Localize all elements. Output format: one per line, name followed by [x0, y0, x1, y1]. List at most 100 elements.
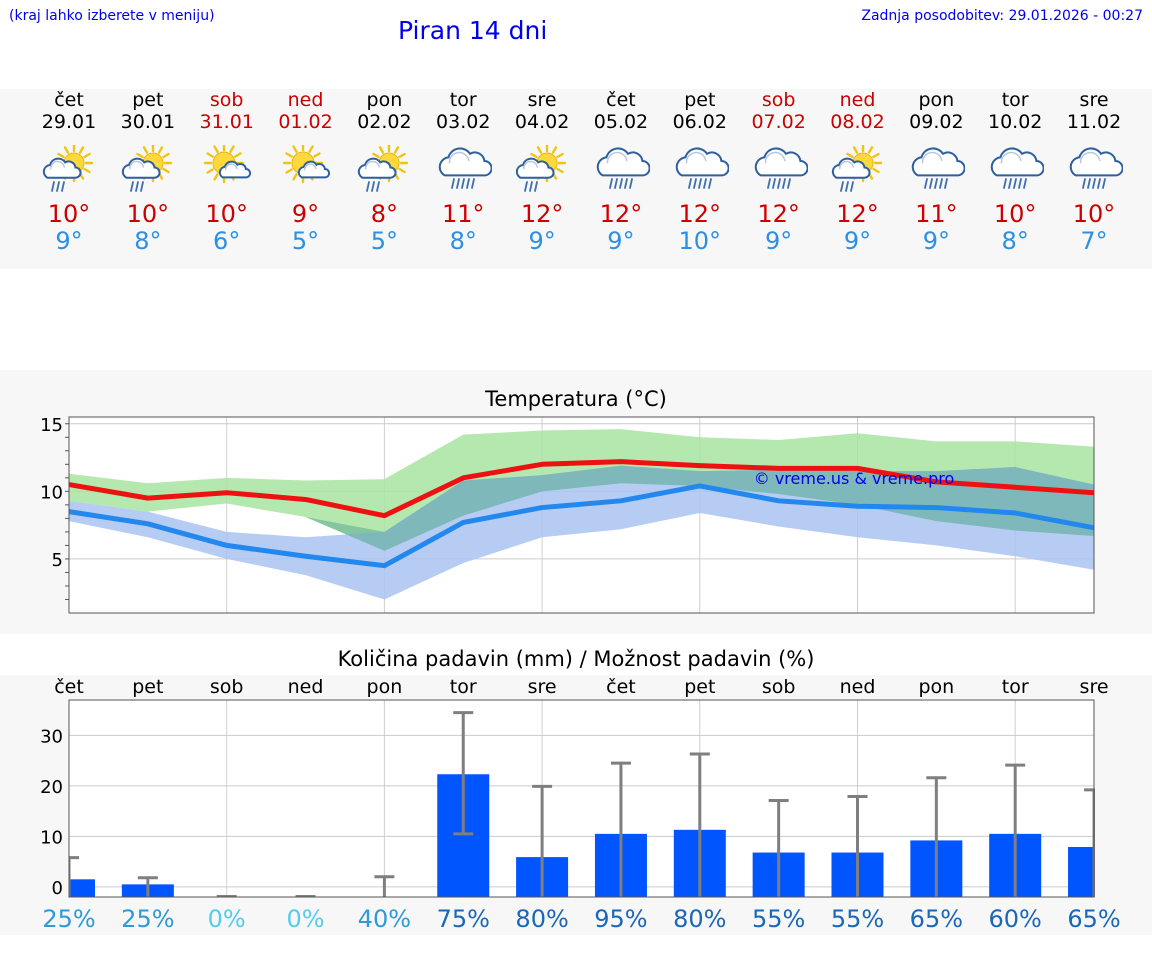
max-temperature: 10° [205, 200, 248, 228]
y-tick-label: 10 [40, 482, 63, 503]
y-tick-label: 10 [40, 827, 63, 848]
precipitation-bar [69, 879, 95, 897]
sun-cloud-icon [282, 145, 330, 184]
cloud-rain-icon [596, 147, 650, 189]
precipitation-probability: 55% [831, 905, 884, 933]
error-bar [1005, 763, 1026, 897]
y-tick-label: 5 [52, 550, 63, 571]
min-temperature: 9° [765, 227, 793, 255]
error-bar [374, 875, 395, 897]
x-category-label: sob [210, 676, 244, 698]
max-temperature: 10° [1072, 200, 1116, 228]
min-temperature: 8° [1001, 227, 1029, 255]
precipitation-probability: 80% [673, 905, 726, 933]
forecast-day: tor 03.02 11° 8° [423, 89, 503, 255]
day-name: pon [918, 89, 955, 111]
min-temperature: 5° [370, 227, 399, 255]
error-bar [610, 761, 631, 897]
day-name: čet [54, 89, 84, 111]
day-date: 01.02 [278, 111, 333, 133]
day-name: pon [366, 89, 403, 111]
max-temperature-line [68, 459, 1095, 519]
min-temperature: 5° [291, 227, 320, 255]
day-name: sre [1079, 89, 1109, 111]
sun-cloud-rain-icon [831, 145, 882, 192]
precipitation-chart-title: Količina padavin (mm) / Možnost padavin … [337, 647, 815, 671]
forecast-day: sre 04.02 12° 9° [502, 89, 582, 255]
x-category-label: sre [1080, 676, 1109, 698]
cloud-rain-icon [912, 147, 966, 189]
max-temperature: 12° [836, 200, 879, 228]
plot-frame [68, 416, 1095, 614]
forecast-day: čet 29.01 10° 9° [29, 89, 109, 255]
forecast-day: sob 31.01 10° 6° [187, 89, 267, 255]
min-temperature: 10° [678, 227, 722, 255]
min-temperature: 9° [528, 227, 556, 255]
sun-cloud-rain-icon [121, 145, 173, 192]
max-temperature: 10° [47, 200, 91, 228]
forecast-day: pon 02.02 8° 5° [344, 89, 424, 255]
x-category-label: tor [1002, 676, 1029, 698]
day-name: sob [761, 89, 796, 111]
sun-cloud-rain-icon [515, 145, 567, 192]
min-temperature: 9° [843, 227, 872, 255]
x-category-label: tor [450, 676, 477, 698]
precipitation-probability: 60% [989, 905, 1042, 933]
sun-cloud-rain-icon [42, 145, 94, 192]
day-date: 03.02 [436, 111, 491, 133]
forecast-strip-background [0, 89, 1152, 269]
precipitation-bar [1068, 846, 1095, 897]
x-category-label: čet [54, 676, 84, 698]
precipitation-probability: 25% [121, 905, 174, 933]
day-name: sre [527, 89, 557, 111]
day-date: 29.01 [41, 111, 97, 133]
error-bar [689, 752, 710, 897]
day-date: 02.02 [357, 111, 412, 133]
band-overlap [69, 465, 1095, 551]
forecast-day: sre 11.02 10° 7° [1054, 89, 1134, 255]
min-temperature: 9° [55, 227, 83, 255]
x-category-label: sob [762, 676, 796, 698]
max-temperature: 10° [126, 200, 170, 228]
cloud-rain-icon [754, 147, 808, 189]
max-temperature: 12° [520, 200, 564, 228]
x-category-label: čet [606, 676, 636, 698]
temperature-chart-title: Temperatura (°C) [485, 387, 667, 411]
y-tick-label: 20 [40, 777, 63, 798]
min-temperature: 6° [213, 227, 241, 255]
max-temperature: 10° [993, 200, 1037, 228]
y-tick-label: 15 [40, 415, 63, 436]
plot-frame [68, 699, 1095, 898]
x-category-label: ned [288, 676, 324, 698]
min-temperature: 8° [134, 227, 162, 255]
error-bar [926, 776, 947, 897]
day-date: 31.01 [199, 111, 254, 133]
min-temperature-line [68, 483, 1095, 569]
day-name: ned [287, 89, 324, 111]
day-date: 07.02 [751, 111, 806, 133]
min-temperature: 9° [922, 227, 950, 255]
error-bar [453, 711, 474, 836]
min-temperature: 7° [1080, 227, 1108, 255]
max-temperature: 12° [678, 200, 722, 228]
day-name: pet [132, 89, 164, 111]
min-temperature: 9° [607, 227, 635, 255]
forecast-day: pet 06.02 12° 10° [660, 89, 740, 255]
max-temperature: 11° [441, 200, 485, 228]
precipitation-probability: 40% [358, 905, 411, 933]
max-temperature: 9° [291, 200, 320, 228]
forecast-day: sob 07.02 12° 9° [739, 89, 819, 255]
x-category-label: pet [132, 676, 163, 698]
precipitation-probability: 75% [437, 905, 490, 933]
precipitation-probability: 65% [1067, 905, 1120, 933]
min-temperature: 8° [449, 227, 477, 255]
day-name: čet [606, 89, 636, 111]
y-tick-label: 0 [52, 878, 63, 899]
precipitation-probability: 80% [515, 905, 568, 933]
day-date: 11.02 [1066, 111, 1122, 133]
x-category-label: ned [840, 676, 876, 698]
day-date: 08.02 [830, 111, 885, 133]
last-update-label: Zadnja posodobitev: 29.01.2026 - 00:27 [861, 8, 1143, 24]
day-date: 09.02 [909, 111, 964, 133]
precipitation-chart: čet pet sob ned pon tor sre čet pet sob ned pon tor s… [40, 676, 1121, 933]
